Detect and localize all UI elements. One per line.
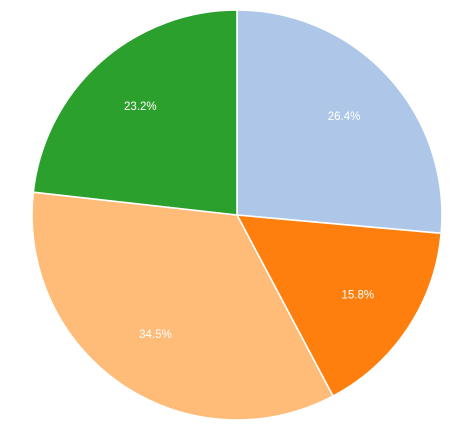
pie-slice-4: [32, 9, 238, 216]
pie-slice-label-2: 15.8%: [341, 289, 374, 301]
pie-slice-label-1: 26.4%: [328, 111, 361, 123]
labels-layer: 26.4% 15.8% 34.5% 23.2%: [124, 101, 374, 341]
pie-slice-2: [235, 214, 443, 398]
slices-layer: [31, 9, 443, 421]
pie-slice-label-3: 34.5%: [139, 329, 172, 341]
pie-slice-1: [236, 9, 443, 235]
pie-slice-label-4: 23.2%: [124, 101, 157, 113]
pie-slice-3: [31, 191, 335, 421]
